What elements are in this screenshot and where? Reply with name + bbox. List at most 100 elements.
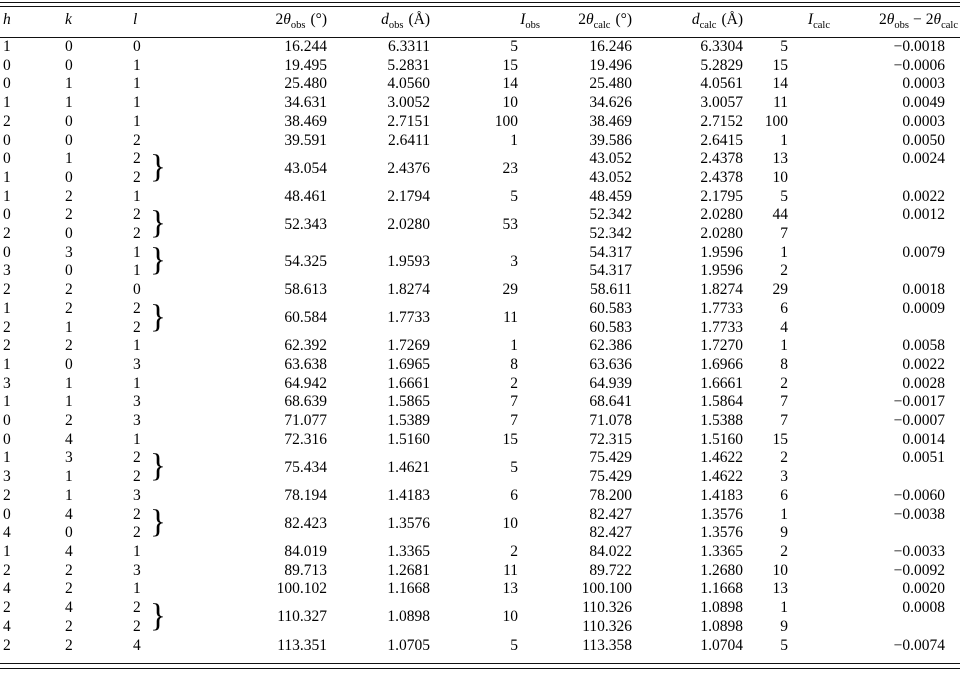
cell-d-obs: 1.2681 [387, 561, 430, 579]
cell-l: 2 [133, 599, 141, 617]
group-brace-icon: } [150, 242, 166, 279]
cell-brace-empty [150, 94, 190, 113]
cell-d-calc: 1.8274 [700, 281, 743, 299]
cell-i-calc: 6 [780, 299, 788, 317]
cell-h: 4 [3, 617, 11, 635]
cell-d-obs: 3.0052 [387, 94, 430, 112]
cell-d-calc: 1.0898 [700, 617, 743, 635]
cell-2theta-diff: 0.0003 [902, 112, 945, 130]
cell-2theta-obs: 19.495 [284, 56, 327, 74]
table-row: 1 1 1 34.631 3.0052 10 34.626 3.0057 11 0.0049 [0, 94, 960, 113]
cell-l: 1 [133, 580, 141, 598]
cell-2theta-obs: 16.244 [284, 38, 327, 55]
cell-l: 1 [133, 262, 141, 280]
cell-l: 1 [133, 187, 141, 205]
cell-i-calc: 7 [780, 412, 788, 430]
cell-i-obs: 5 [510, 38, 518, 55]
cell-l: 0 [133, 281, 141, 299]
cell-2theta-obs: 63.638 [284, 355, 327, 373]
cell-d-calc: 1.9596 [700, 262, 743, 280]
cell-d-obs: 4.0560 [387, 75, 430, 93]
cell-2theta-diff: 0.0028 [902, 374, 945, 392]
cell-i-obs: 7 [510, 393, 518, 411]
cell-h: 0 [3, 75, 11, 93]
cell-d-calc: 1.7733 [700, 299, 743, 317]
cell-2theta-calc: 63.636 [589, 355, 632, 373]
cell-i-obs: 11 [503, 561, 518, 579]
cell-l: 3 [133, 355, 141, 373]
cell-i-calc: 4 [780, 318, 788, 336]
cell-2theta-obs: 89.713 [284, 561, 327, 579]
cell-2theta-diff: −0.0018 [893, 38, 945, 55]
cell-i-calc: 9 [780, 617, 788, 635]
header-row: h k l 2θobs (°) dobs (Å) Iobs 2θcalc (°) dc… [0, 7, 960, 38]
cell-2theta-calc: 75.429 [589, 449, 632, 467]
cell-d-calc: 2.6415 [700, 131, 743, 149]
group-brace-icon: } [150, 448, 166, 485]
col-header-k: k [60, 7, 130, 38]
table-row: 1 0 2 43.052 2.4378 10 [0, 169, 960, 188]
cell-brace-empty [150, 281, 190, 300]
cell-k: 3 [65, 243, 73, 261]
cell-i-obs: 5 [510, 458, 518, 476]
cell-d-obs: 1.5160 [387, 430, 430, 448]
col-header-d-obs: dobs (Å) [330, 7, 433, 38]
cell-d-calc: 2.4378 [700, 168, 743, 186]
cell-l: 1 [133, 337, 141, 355]
cell-d-obs: 2.0280 [387, 215, 430, 233]
table-row: 2 0 2 52.342 2.0280 7 [0, 225, 960, 244]
cell-d-calc: 1.3576 [700, 505, 743, 523]
cell-d-calc: 2.1795 [700, 187, 743, 205]
angstrom-unit: (Å) [408, 11, 430, 28]
cell-h: 4 [3, 524, 11, 542]
cell-d-obs: 1.3365 [387, 542, 430, 560]
cell-h: 1 [3, 187, 11, 205]
cell-d-calc: 1.4622 [700, 468, 743, 486]
cell-h: 2 [3, 225, 11, 243]
cell-2theta-calc: 110.326 [582, 617, 632, 635]
cell-h: 1 [3, 168, 11, 186]
cell-k: 0 [65, 262, 73, 280]
cell-2theta-diff: −0.0092 [893, 561, 945, 579]
col-header-i-obs: Iobs [433, 7, 543, 38]
table-row: 4 2 2 110.326 1.0898 9 [0, 618, 960, 637]
cell-d-calc: 1.0704 [700, 636, 743, 654]
cell-brace-empty [150, 431, 190, 450]
cell-i-obs: 23 [502, 159, 519, 177]
cell-2theta-calc: 60.583 [589, 318, 632, 336]
cell-2theta-calc: 113.358 [582, 636, 632, 654]
cell-i-obs: 2 [510, 374, 518, 392]
cell-i-obs: 13 [502, 580, 519, 598]
table-row: 2 2 3 89.713 1.2681 11 89.722 1.2680 10 −0.0092 [0, 562, 960, 581]
cell-l: 2 [133, 505, 141, 523]
cell-k: 1 [65, 150, 73, 168]
cell-d-obs: 1.9593 [387, 253, 430, 271]
two-prefix: 2 [578, 11, 586, 28]
cell-brace-empty [150, 543, 190, 562]
cell-k: 1 [65, 393, 73, 411]
cell-i-obs: 1 [510, 337, 518, 355]
cell-l: 2 [133, 318, 141, 336]
cell-2theta-obs: 60.584 [284, 309, 327, 327]
cell-2theta-calc: 52.342 [589, 206, 632, 224]
cell-2theta-obs: 113.351 [277, 636, 327, 654]
cell-2theta-obs: 62.392 [284, 337, 327, 355]
theta-symbol: θ [585, 11, 594, 28]
cell-2theta-calc: 60.583 [589, 299, 632, 317]
col-header-d-calc: dcalc (Å) [635, 7, 746, 38]
table-row: 2 2 1 62.392 1.7269 1 62.386 1.7270 1 0.0058 [0, 337, 960, 356]
cell-d-obs: 6.3311 [387, 38, 430, 55]
cell-l: 2 [133, 524, 141, 542]
cell-2theta-diff: 0.0012 [902, 206, 945, 224]
cell-i-calc: 9 [780, 524, 788, 542]
cell-h: 0 [3, 505, 11, 523]
cell-k: 0 [65, 355, 73, 373]
cell-2theta-calc: 89.722 [589, 561, 632, 579]
cell-d-obs: 1.3576 [387, 514, 430, 532]
cell-h: 4 [3, 580, 11, 598]
cell-k: 0 [65, 38, 73, 55]
calc-subscript: calc [699, 20, 717, 32]
cell-k: 2 [65, 206, 73, 224]
col-header-h: h [0, 7, 60, 38]
cell-i-calc: 2 [780, 542, 788, 560]
